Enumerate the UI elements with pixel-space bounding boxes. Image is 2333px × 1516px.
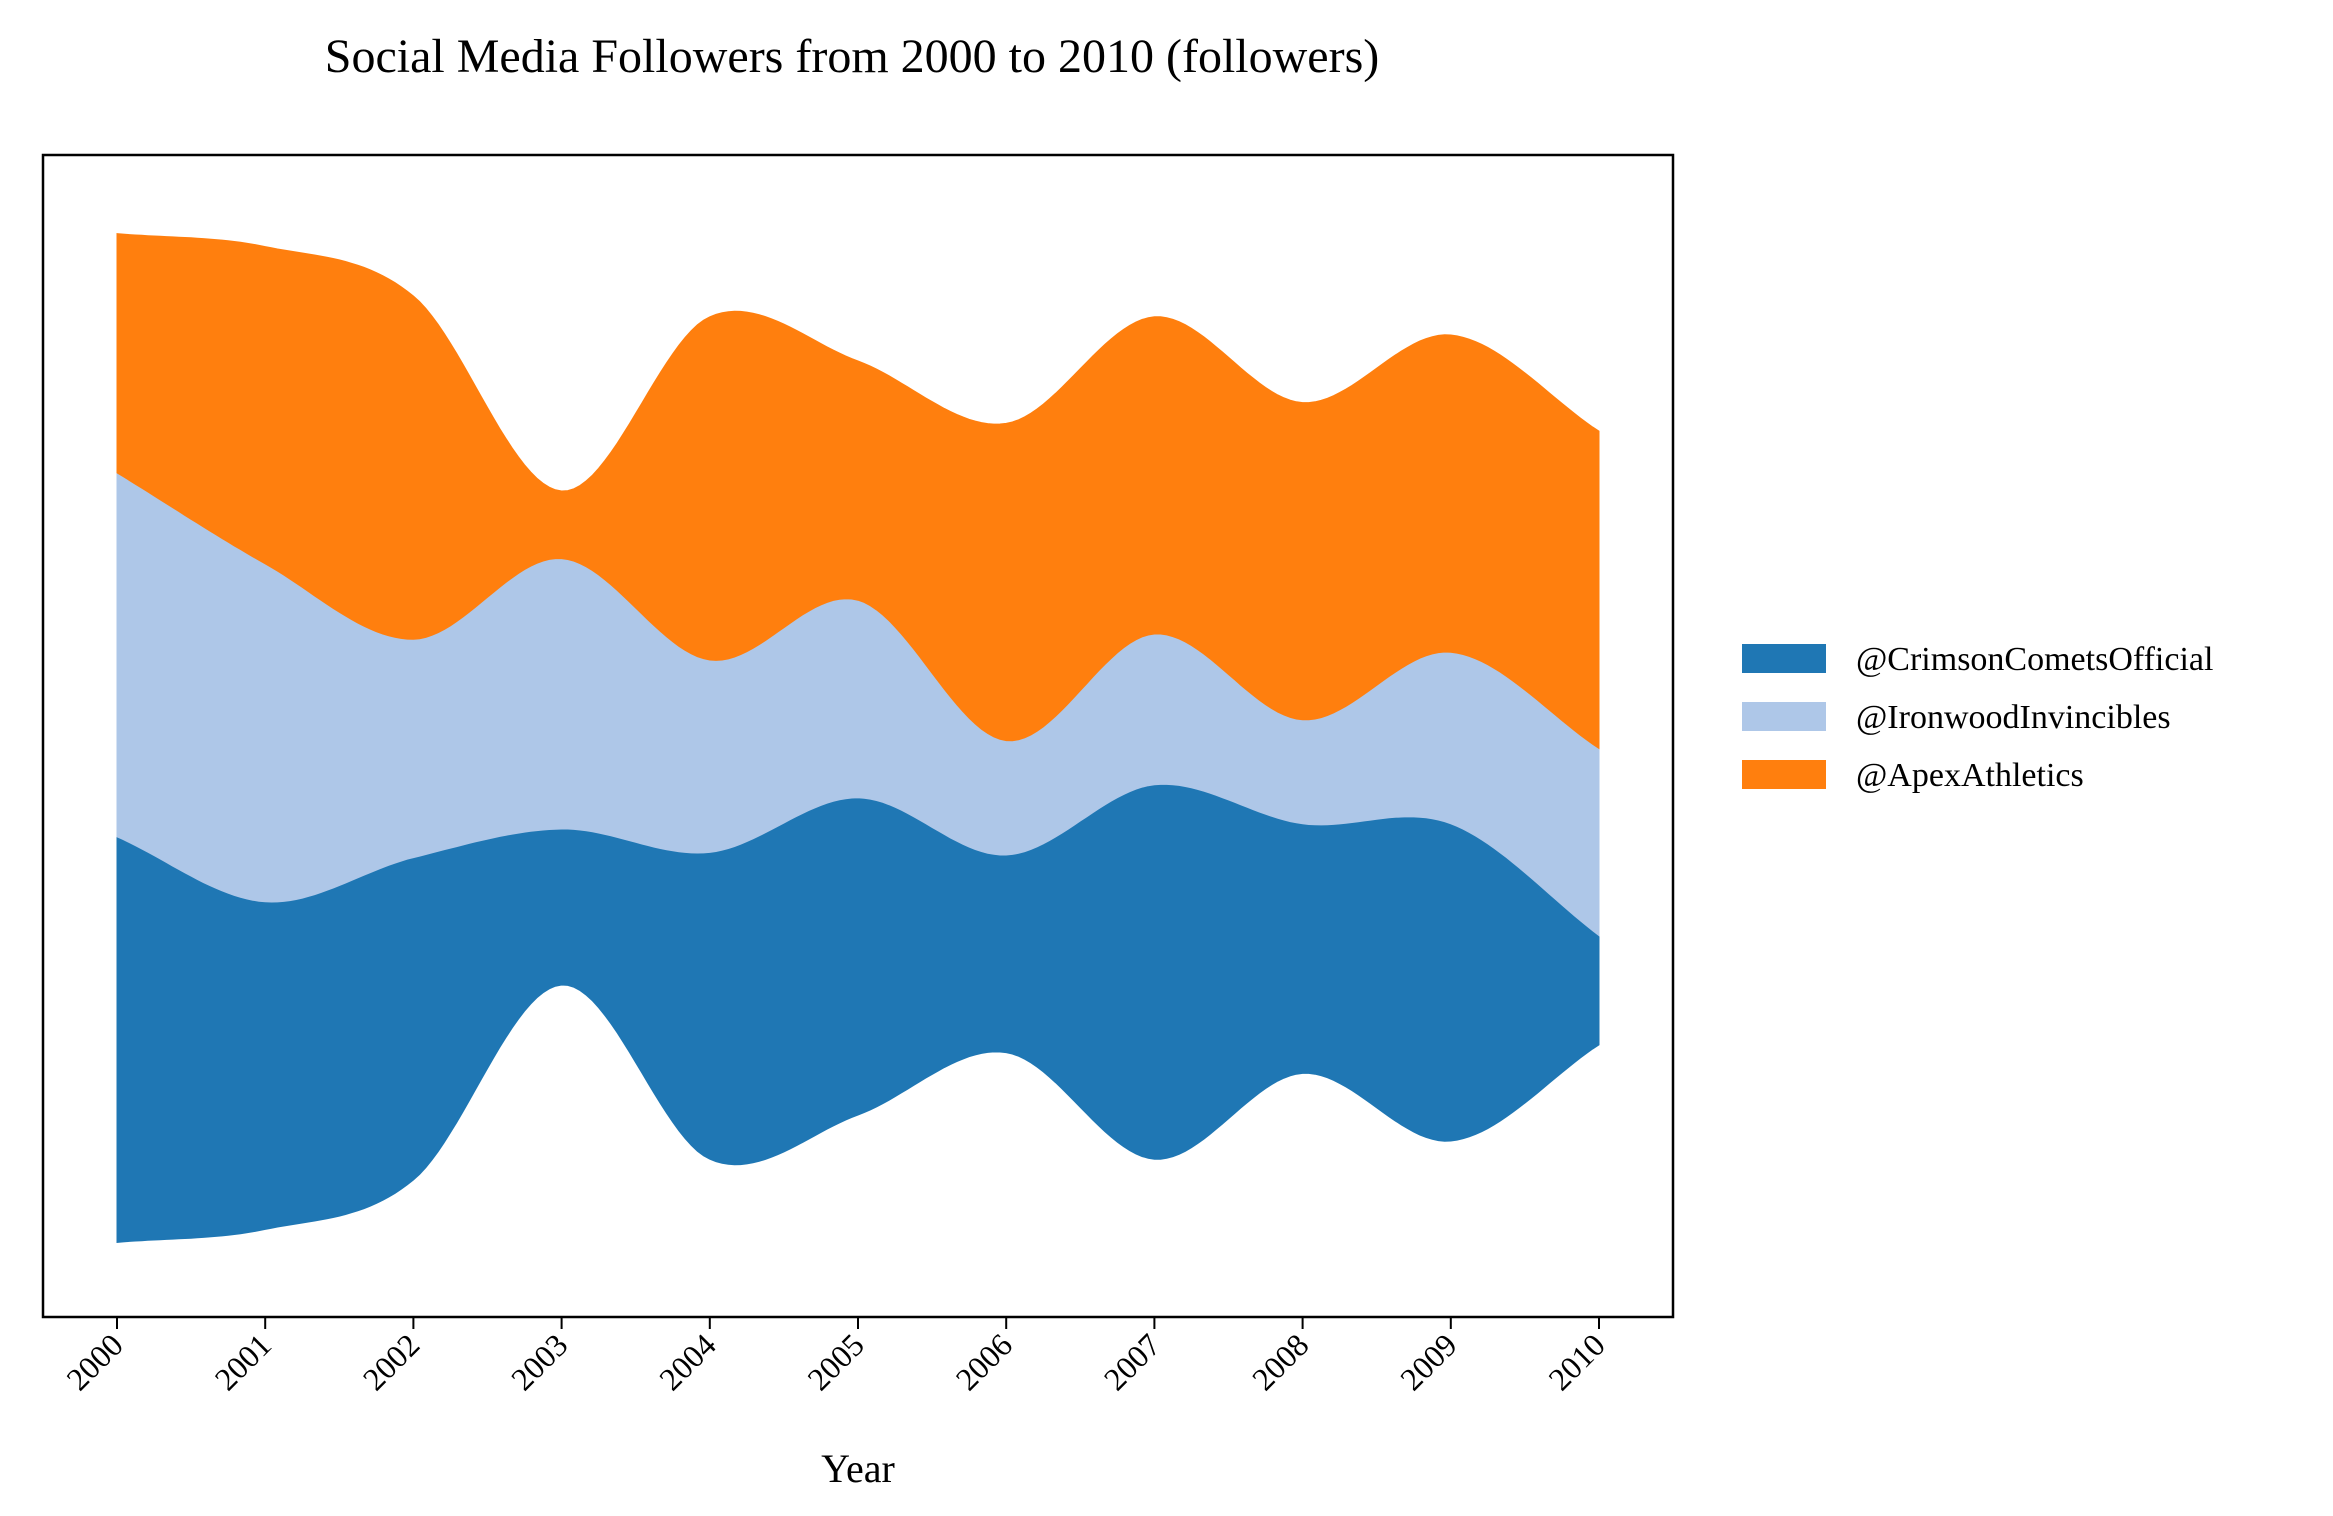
x-axis: 2000 2001 2002 2003 2004 2005 2006 2007 2008 2009… [59,1317,1612,1397]
legend-swatch [1742,760,1826,789]
x-tick-label: 2009 [1393,1326,1464,1397]
x-tick-label: 2008 [1245,1326,1316,1397]
x-tick-label: 2006 [948,1326,1019,1397]
legend: @CrimsonCometsOfficial @IronwoodInvincibl… [1742,641,2213,794]
x-tick-label: 2000 [59,1326,130,1397]
x-tick-label: 2002 [356,1326,427,1397]
x-tick-label: 2003 [504,1326,575,1397]
legend-swatch [1742,644,1826,673]
stream-area-apexathletics [116,233,1600,750]
stream-areas [116,233,1600,1243]
legend-label: @IronwoodInvincibles [1856,699,2171,736]
legend-label: @ApexAthletics [1856,757,2084,794]
x-axis-label: Year [821,1446,895,1491]
legend-label: @CrimsonCometsOfficial [1856,641,2213,678]
x-tick-label: 2004 [652,1326,723,1397]
x-tick-label: 2010 [1541,1326,1612,1397]
x-tick-label: 2001 [207,1326,278,1397]
chart-title: Social Media Followers from 2000 to 2010… [325,30,1380,83]
x-tick-label: 2007 [1097,1326,1168,1397]
x-tick-label: 2005 [800,1326,871,1397]
legend-swatch [1742,702,1826,731]
